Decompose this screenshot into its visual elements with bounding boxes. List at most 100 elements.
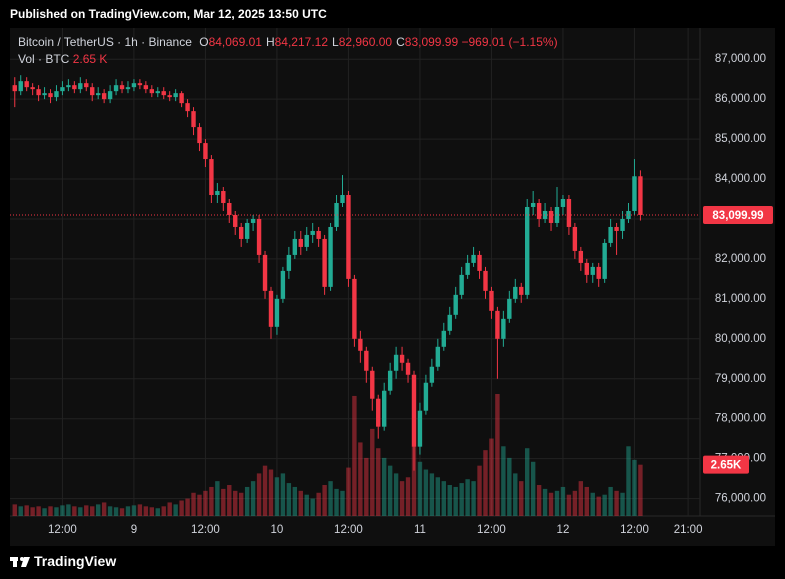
volume-bar [441,481,446,516]
logo-part [13,557,17,567]
volume-bar [477,465,482,516]
candle-body [346,195,351,279]
volume-bar [42,508,47,516]
candle-body [584,262,589,275]
y-tick-label: 86,000.00 [715,93,766,105]
volume-bar [274,477,280,516]
volume-bar [173,504,178,516]
volume-bar [376,448,381,516]
volume-bar [340,490,345,516]
candle-body [292,238,298,255]
candle-body [221,191,226,203]
candle-body [381,390,387,427]
candle-body [441,330,446,347]
volume-bar [292,486,298,516]
candle-body [107,91,113,100]
volume-bar [286,483,292,516]
volume-bar [149,507,155,516]
change: −969.01 (−1.15%) [461,35,558,49]
candle-body [12,85,17,92]
candle-body [632,176,637,211]
candle-body [137,83,143,86]
ohlc-key: C [396,35,405,49]
candle-body [72,85,77,90]
candle-body [328,226,333,287]
logo-part [20,557,24,561]
candle-body [298,238,303,247]
candle-body [149,89,155,94]
candle-body [268,290,274,327]
candle-body [417,410,423,447]
candle-body [453,294,458,315]
volume-bar [507,457,512,516]
candle-body [602,242,607,279]
ohlc-key: H [265,35,275,49]
candle-body [447,314,452,331]
candle-body [250,218,256,223]
volume-bar [72,506,77,516]
volume-bar [215,481,220,516]
volume-bar [566,494,572,516]
volume-pane [12,394,643,516]
x-tick-label: 12:00 [191,524,220,536]
volume-bar [304,494,309,516]
volume-bar [95,504,101,516]
volume-bar [614,490,619,516]
candle-body [161,91,166,96]
volume-bar [501,446,506,516]
candle-body [566,199,572,227]
volume-bar [36,506,41,516]
x-tick-label: 12:00 [334,524,363,536]
candle-body [125,87,131,90]
volume-bar [632,459,637,516]
candle-body [143,85,149,90]
volume-bar [24,505,29,516]
volume-bar [542,488,548,516]
volume-bar [137,504,143,516]
candle-body [18,81,23,92]
candle-body [530,202,536,207]
volume-bar [381,457,387,516]
volume-bar [411,446,417,516]
volume-bar [12,504,17,516]
volume-bar [620,492,625,516]
volume-bar [84,505,89,516]
volume-bar [167,502,172,516]
x-tick-label: 12 [557,524,570,536]
volume-bar [495,394,500,516]
volume-bar [489,438,494,516]
candle-body [334,202,339,227]
candle-body [78,83,83,90]
volume-bar [280,473,286,516]
candle-body [423,382,429,411]
candle-body [560,199,566,207]
candle-body [435,346,441,367]
volume-bar [179,500,184,516]
volume-bar [346,467,351,516]
volume-bar [536,485,542,516]
grid [10,28,700,516]
y-tick-label: 78,000.00 [715,413,766,425]
candle-body [90,87,95,96]
volume-bar [310,498,315,516]
candle-body [191,111,196,128]
volume-bar [471,481,476,516]
candles [12,75,643,471]
candle-body [638,176,643,215]
volume-bar [465,479,470,516]
chart-background [10,28,775,546]
volume-bar [78,507,83,516]
volume-bar [548,492,554,516]
candle-body [513,286,518,299]
candle-body [310,230,315,235]
candle-body [215,191,220,196]
last-price-box [703,205,773,224]
volume-bar [608,486,613,516]
candle-body [54,91,59,98]
volume-bar [66,504,71,516]
candle-body [590,266,595,275]
volume-bar [316,492,321,516]
candle-body [477,254,482,271]
candle-body [322,238,327,287]
